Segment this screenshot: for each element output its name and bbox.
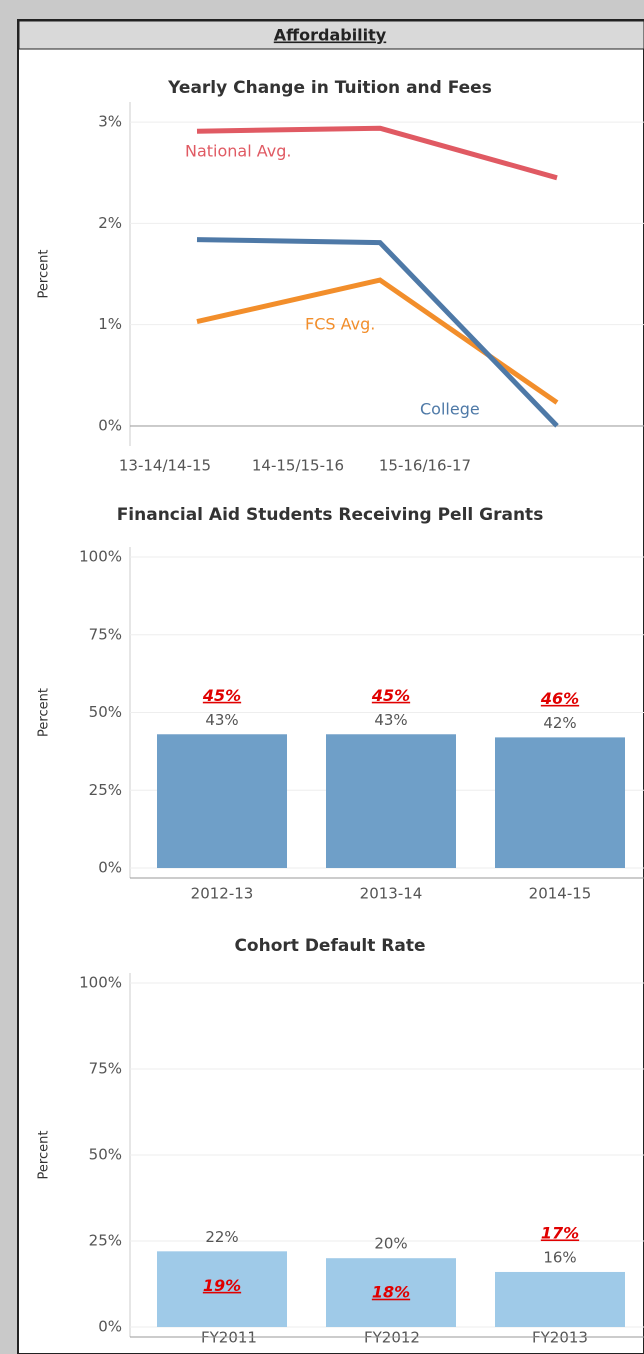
bar bbox=[495, 737, 625, 868]
bar-value-label: 20% bbox=[374, 1235, 407, 1253]
series-line bbox=[196, 237, 559, 428]
comparison-label: 46% bbox=[540, 689, 579, 708]
bar-value-label: 16% bbox=[543, 1248, 576, 1266]
bar bbox=[157, 1251, 287, 1327]
y-axis-label: Percent bbox=[37, 1131, 52, 1180]
comparison-label: 19% bbox=[203, 1276, 241, 1295]
x-tick-label: 13-14/14-15 bbox=[119, 457, 211, 475]
x-tick-label: 2012-13 bbox=[191, 885, 254, 903]
chart-title: Financial Aid Students Receiving Pell Gr… bbox=[117, 505, 544, 525]
bar-value-label: 22% bbox=[205, 1228, 238, 1246]
bar-value-label: 42% bbox=[543, 714, 576, 732]
bar bbox=[157, 734, 287, 868]
series-line bbox=[196, 125, 558, 181]
bar-value-label: 43% bbox=[374, 711, 407, 729]
bar bbox=[326, 734, 456, 868]
series-label: College bbox=[420, 400, 480, 419]
y-tick-label: 50% bbox=[89, 703, 122, 721]
y-tick-label: 100% bbox=[79, 548, 122, 566]
comparison-label: 45% bbox=[202, 686, 241, 705]
y-axis-label: Percent bbox=[37, 250, 52, 299]
series-label: National Avg. bbox=[185, 142, 291, 161]
y-tick-label: 25% bbox=[89, 1232, 122, 1250]
y-tick-label: 0% bbox=[98, 859, 122, 877]
comparison-label: 45% bbox=[371, 686, 410, 705]
y-axis-label: Percent bbox=[37, 688, 52, 737]
bar bbox=[326, 1258, 456, 1327]
y-tick-label: 1% bbox=[98, 315, 122, 333]
chart-title: Cohort Default Rate bbox=[234, 936, 425, 956]
y-tick-label: 2% bbox=[98, 214, 122, 232]
series-label: FCS Avg. bbox=[305, 315, 375, 334]
bar bbox=[495, 1271, 625, 1327]
y-tick-label: 25% bbox=[89, 781, 122, 799]
y-tick-label: 3% bbox=[98, 113, 122, 131]
y-tick-label: 100% bbox=[79, 974, 122, 992]
x-tick-label: 2014-15 bbox=[529, 885, 592, 903]
comparison-label: 18% bbox=[372, 1283, 410, 1302]
x-tick-label: 14-15/15-16 bbox=[252, 457, 344, 475]
y-tick-label: 50% bbox=[89, 1146, 122, 1164]
bar-value-label: 43% bbox=[205, 711, 238, 729]
header-title: Affordability bbox=[274, 26, 387, 45]
chart-title: Yearly Change in Tuition and Fees bbox=[167, 78, 492, 98]
x-tick-label: 15-16/16-17 bbox=[379, 457, 471, 475]
header-band bbox=[18, 20, 644, 50]
comparison-label: 17% bbox=[541, 1223, 579, 1242]
y-tick-label: 75% bbox=[89, 1060, 122, 1078]
x-tick-label: 2013-14 bbox=[360, 885, 423, 903]
y-tick-label: 0% bbox=[98, 1318, 122, 1336]
y-tick-label: 0% bbox=[98, 416, 122, 434]
y-tick-label: 75% bbox=[89, 625, 122, 643]
